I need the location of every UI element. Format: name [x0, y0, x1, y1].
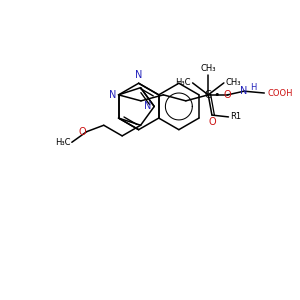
Text: H: H	[250, 83, 256, 92]
Text: C: C	[205, 90, 211, 100]
Text: O: O	[208, 117, 216, 127]
Text: N: N	[109, 90, 117, 100]
Text: CH₃: CH₃	[226, 78, 241, 87]
Text: CH₃: CH₃	[200, 64, 216, 73]
Text: COOH: COOH	[267, 88, 293, 98]
Text: H₃C: H₃C	[56, 138, 71, 147]
Text: N: N	[240, 86, 248, 96]
Text: R1: R1	[230, 112, 242, 122]
Text: O: O	[224, 90, 231, 100]
Text: O: O	[78, 127, 86, 136]
Text: H₃C: H₃C	[175, 78, 191, 87]
Text: N: N	[144, 101, 152, 112]
Text: •: •	[213, 90, 220, 100]
Text: N: N	[135, 70, 142, 80]
